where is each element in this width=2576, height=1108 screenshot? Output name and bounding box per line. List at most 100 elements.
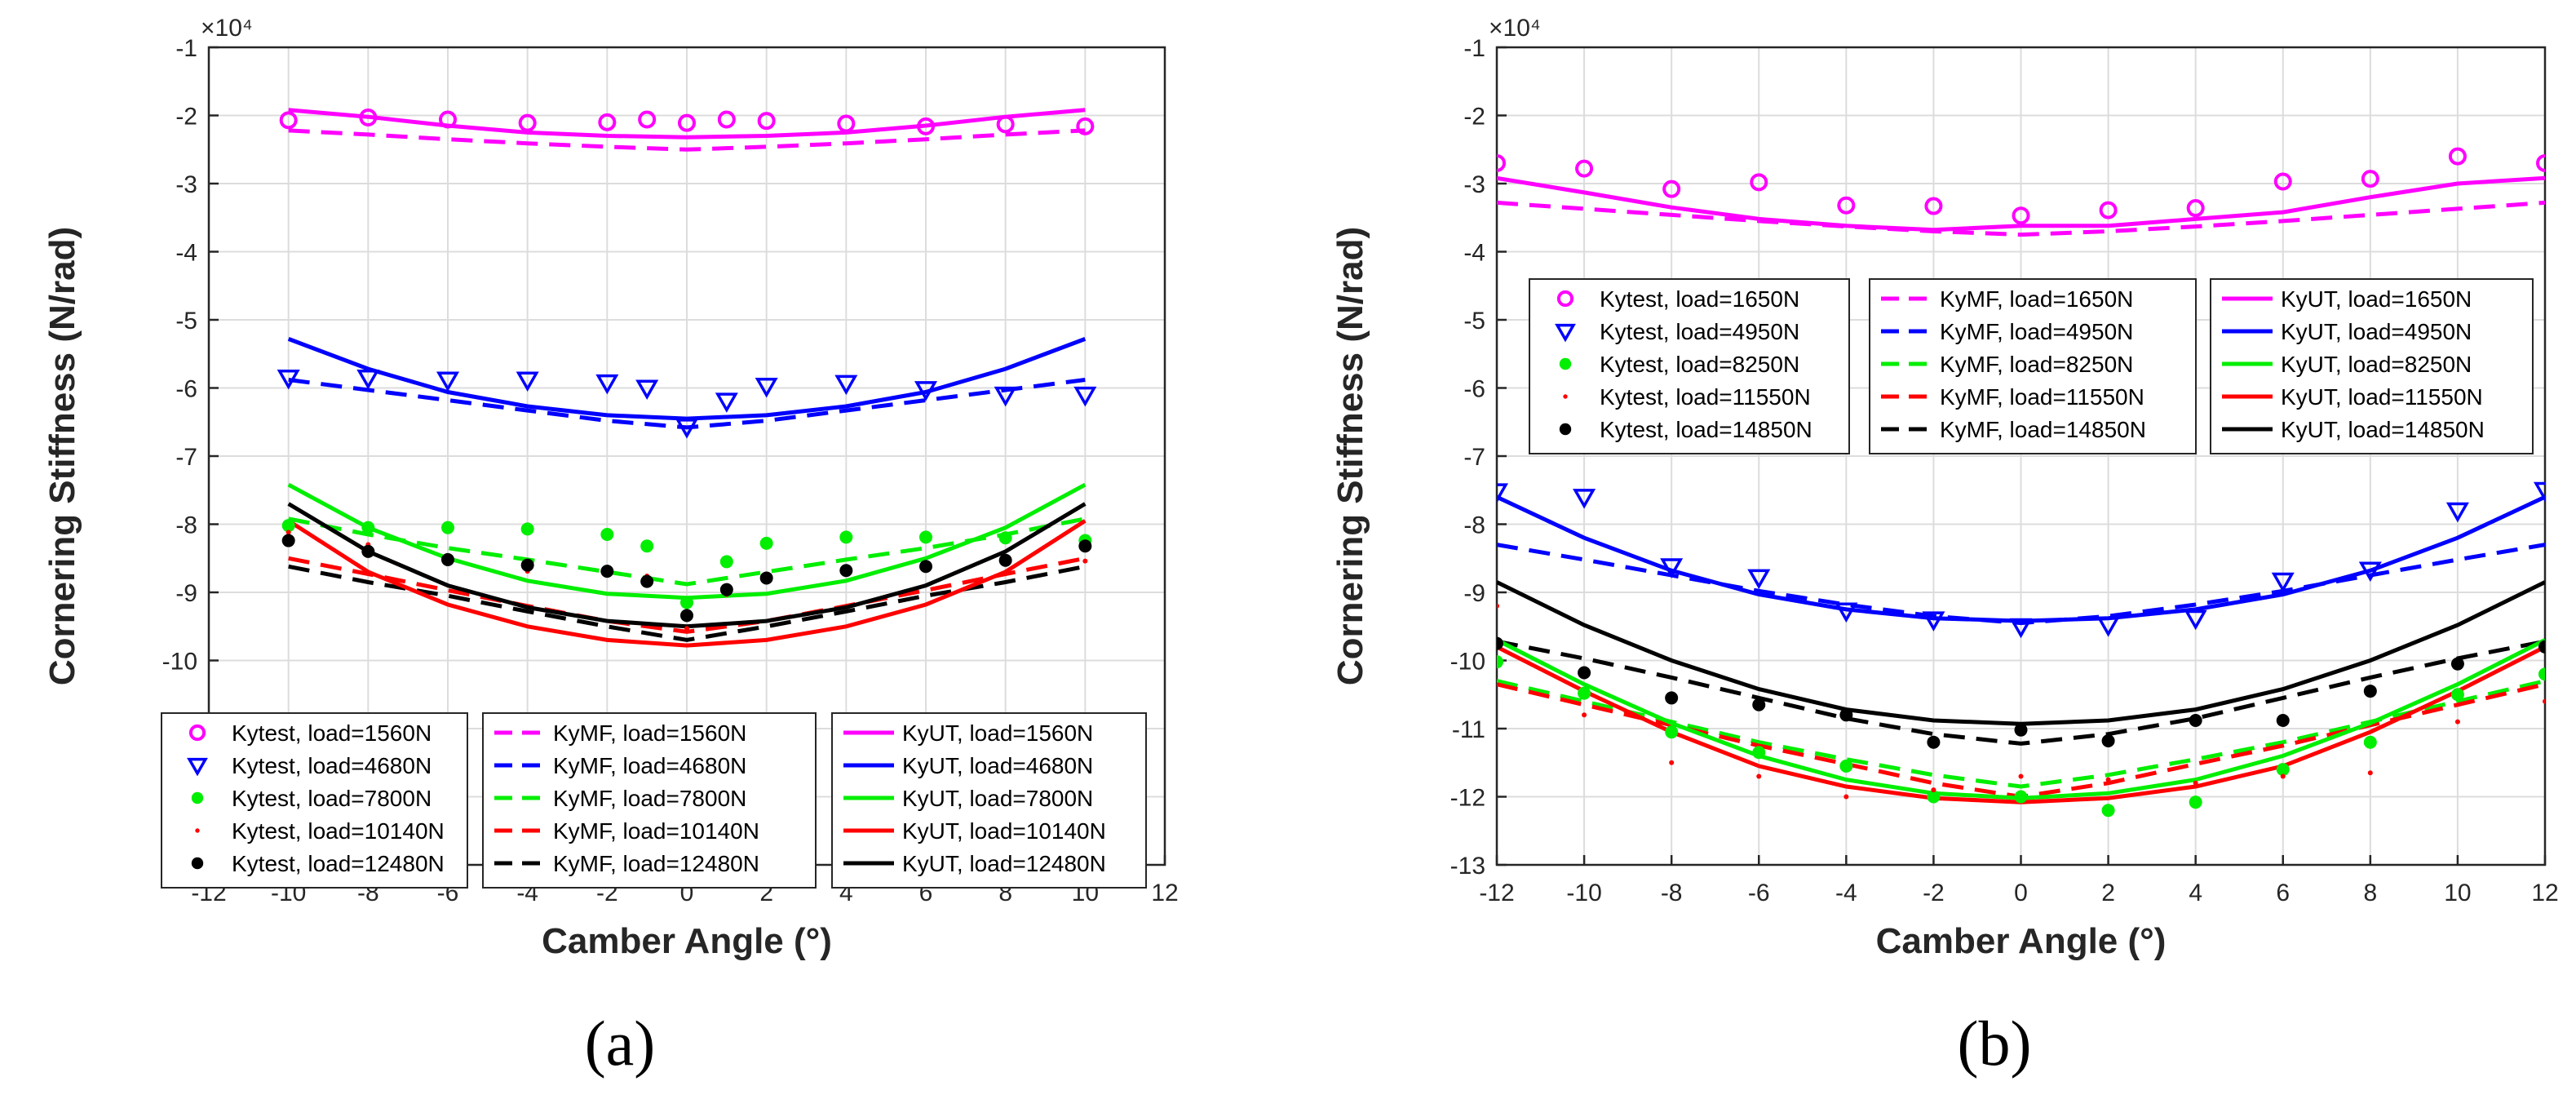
legend-entry: KyUT, load=7800N <box>902 786 1093 811</box>
test-point-4 <box>1839 708 1853 722</box>
test-point-3 <box>2543 698 2545 704</box>
y-tick-label: -10 <box>1450 649 1485 676</box>
y-tick-label: -4 <box>175 240 197 267</box>
x-tick-label: 6 <box>2276 880 2290 906</box>
y-axis-label: Cornering Stiffness (N/rad) <box>42 227 82 685</box>
chart-panel-a: -12-10-8-6-4-2024681012-13-12-11-10-9-8-… <box>42 15 1179 961</box>
test-point-0 <box>996 115 1015 134</box>
test-point-3 <box>1082 558 1088 564</box>
x-tick-label: 2 <box>2101 880 2115 906</box>
test-point-2 <box>680 596 693 609</box>
test-point-2 <box>2014 790 2028 804</box>
panel-label-a: (a) <box>585 1008 656 1079</box>
x-tick-label: -8 <box>1661 880 1683 906</box>
legend-marker <box>1559 357 1572 370</box>
legend-entry: KyUT, load=4680N <box>902 753 1093 778</box>
test-point-0 <box>518 113 537 132</box>
y-tick-label: -1 <box>1463 35 1485 62</box>
test-point-2 <box>520 522 534 536</box>
test-point-4 <box>1752 698 1766 711</box>
test-point-0 <box>2099 201 2118 219</box>
y-tick-label: -8 <box>1463 512 1485 539</box>
legend-entry: KyMF, load=7800N <box>553 786 746 811</box>
legend-entry: Kytest, load=8250N <box>1600 352 1799 377</box>
mf-line-0 <box>1497 200 2545 237</box>
legend-b-mf: KyMF, load=1650N KyMF, load=4950N KyMF, lo… <box>1869 278 2197 454</box>
test-point-1 <box>1835 602 1858 623</box>
legend-box <box>831 712 1147 889</box>
legend-marker <box>1555 323 1576 343</box>
test-point-3 <box>1756 773 1762 779</box>
test-point-1 <box>834 375 858 396</box>
test-point-2 <box>361 521 375 534</box>
test-point-0 <box>2186 199 2205 218</box>
legend-entry: KyUT, load=10140N <box>902 818 1106 844</box>
test-point-1 <box>1497 483 1509 503</box>
test-point-0 <box>279 111 298 130</box>
x-tick-label: 12 <box>1151 880 1178 906</box>
test-point-1 <box>516 371 539 392</box>
legend-a-test: Kytest, load=1560N Kytest, load=4680N Kyte… <box>161 712 468 889</box>
y-tick-label: -4 <box>1463 240 1485 267</box>
test-point-4 <box>640 574 654 588</box>
test-point-2 <box>2450 688 2464 702</box>
plot-series-a <box>277 108 1097 648</box>
test-point-0 <box>717 110 736 129</box>
y-exponent-label: ×10⁴ <box>1489 15 1541 42</box>
y-tick-label: -10 <box>162 649 197 676</box>
legend-box <box>161 712 468 889</box>
test-point-4 <box>759 571 773 585</box>
test-point-1 <box>356 369 380 390</box>
x-tick-label: 4 <box>2189 880 2202 906</box>
test-point-0 <box>2273 172 2292 191</box>
test-point-3 <box>2367 770 2373 776</box>
x-tick-label: -10 <box>1566 880 1601 906</box>
test-point-0 <box>2448 147 2467 166</box>
test-point-1 <box>595 374 619 395</box>
legend-entry: KyMF, load=1650N <box>1940 286 2133 312</box>
test-point-4 <box>361 544 375 558</box>
legend-entry: KyMF, load=10140N <box>553 818 759 844</box>
test-point-4 <box>998 553 1012 567</box>
legend-entry: Kytest, load=10140N <box>232 818 445 844</box>
test-point-1 <box>715 392 738 413</box>
test-point-1 <box>1660 558 1684 578</box>
legend-marker <box>191 791 204 804</box>
legend-entry: KyMF, load=4680N <box>553 753 746 778</box>
test-point-1 <box>994 386 1017 407</box>
legend-marker <box>1563 394 1568 399</box>
y-tick-label: -7 <box>175 444 197 471</box>
test-point-4 <box>1578 666 1591 680</box>
test-point-4 <box>1497 636 1503 650</box>
mf-line-4 <box>288 564 1086 642</box>
legend-b-test: Kytest, load=1650N Kytest, load=4950N Kyte… <box>1529 278 1850 454</box>
legend-entry: KyUT, load=1560N <box>902 720 1093 746</box>
y-tick-label: -8 <box>175 512 197 539</box>
mf-line-4 <box>1497 639 2545 746</box>
x-tick-label: 12 <box>2531 880 2558 906</box>
test-point-3 <box>2454 719 2460 725</box>
test-point-4 <box>919 560 932 574</box>
test-point-1 <box>2271 572 2295 593</box>
test-point-0 <box>359 109 378 127</box>
test-point-2 <box>2189 796 2202 809</box>
legend-entry: KyUT, load=12480N <box>902 851 1106 876</box>
x-tick-label: -12 <box>1479 880 1514 906</box>
legend-entry: Kytest, load=4950N <box>1600 319 1799 344</box>
legend-entry: KyUT, load=14850N <box>2281 417 2485 442</box>
legend-entry: Kytest, load=1650N <box>1600 286 1799 312</box>
x-tick-label: -4 <box>1835 880 1857 906</box>
plot-series-b <box>1497 147 2545 818</box>
test-point-4 <box>441 552 454 566</box>
test-point-3 <box>1669 760 1675 765</box>
test-point-2 <box>2363 735 2377 749</box>
legend-b-ut: KyUT, load=1650N KyUT, load=4950N KyUT, lo… <box>2210 278 2534 454</box>
test-point-3 <box>1931 787 1936 793</box>
test-point-0 <box>439 110 457 129</box>
legend-entry: KyMF, load=14850N <box>1940 417 2146 442</box>
test-point-2 <box>998 531 1012 545</box>
test-point-1 <box>675 419 699 439</box>
y-tick-label: -6 <box>175 376 197 403</box>
test-point-4 <box>2014 723 2028 737</box>
